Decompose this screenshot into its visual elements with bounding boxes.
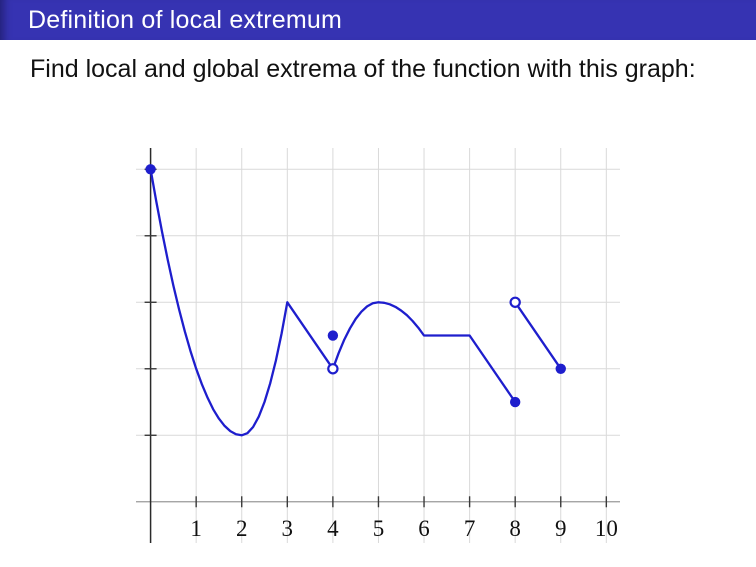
x-tick-label: 8 (509, 516, 521, 541)
function-point-filled (509, 396, 521, 408)
x-tick-label: 5 (373, 516, 385, 541)
function-curve-branch-0-to-4 (149, 168, 335, 437)
slide-title-bar: Definition of local extremum (0, 0, 756, 40)
x-tick-label: 2 (236, 516, 248, 541)
x-tick-label: 6 (418, 516, 430, 541)
x-tick-label: 3 (282, 516, 294, 541)
x-tick-label: 4 (327, 516, 339, 541)
x-tick-label: 10 (595, 516, 618, 541)
x-tick-label: 9 (555, 516, 567, 541)
function-point-open (509, 296, 521, 308)
function-curve-branch-8-to-9 (514, 301, 562, 370)
function-point-open (327, 363, 339, 375)
function-point-filled (327, 330, 339, 341)
x-tick-label: 1 (190, 516, 202, 541)
function-curve-branch-4-to-8 (331, 301, 517, 404)
slide-title: Definition of local extremum (28, 5, 343, 34)
function-point-filled (555, 363, 566, 374)
prompt-text: Find local and global extrema of the fun… (30, 55, 696, 83)
x-tick-label: 7 (464, 516, 476, 541)
function-point-filled (145, 164, 156, 175)
